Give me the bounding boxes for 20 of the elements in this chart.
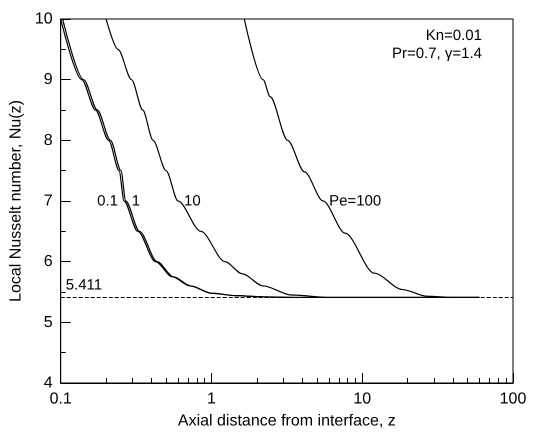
- series-label: 0.1: [97, 192, 118, 210]
- y-tick-label: 10: [34, 10, 53, 28]
- y-tick-label: 8: [44, 132, 53, 149]
- series-label: 1: [132, 192, 140, 210]
- y-tick-label: 4: [44, 374, 53, 392]
- annotation: Kn=0.01: [426, 27, 482, 44]
- ref-line-label: 5.411: [66, 276, 102, 294]
- x-tick-label: 10: [353, 390, 372, 408]
- x-tick-label: 1: [207, 390, 216, 408]
- x-tick-label: 0.1: [50, 390, 72, 408]
- y-tick-label: 6: [44, 253, 53, 270]
- series-label: Pe=100: [329, 192, 382, 210]
- annotation: Pr=0.7, γ=1.4: [392, 45, 482, 62]
- x-axis-title: Axial distance from interface, z: [178, 412, 396, 430]
- y-tick-label: 7: [44, 192, 53, 210]
- y-axis-title: Local Nusselt number, Nu(z): [8, 100, 24, 302]
- series-label: 10: [184, 192, 201, 210]
- x-tick-label: 100: [500, 390, 526, 408]
- y-tick-label: 9: [44, 71, 53, 88]
- y-tick-label: 5: [44, 314, 53, 331]
